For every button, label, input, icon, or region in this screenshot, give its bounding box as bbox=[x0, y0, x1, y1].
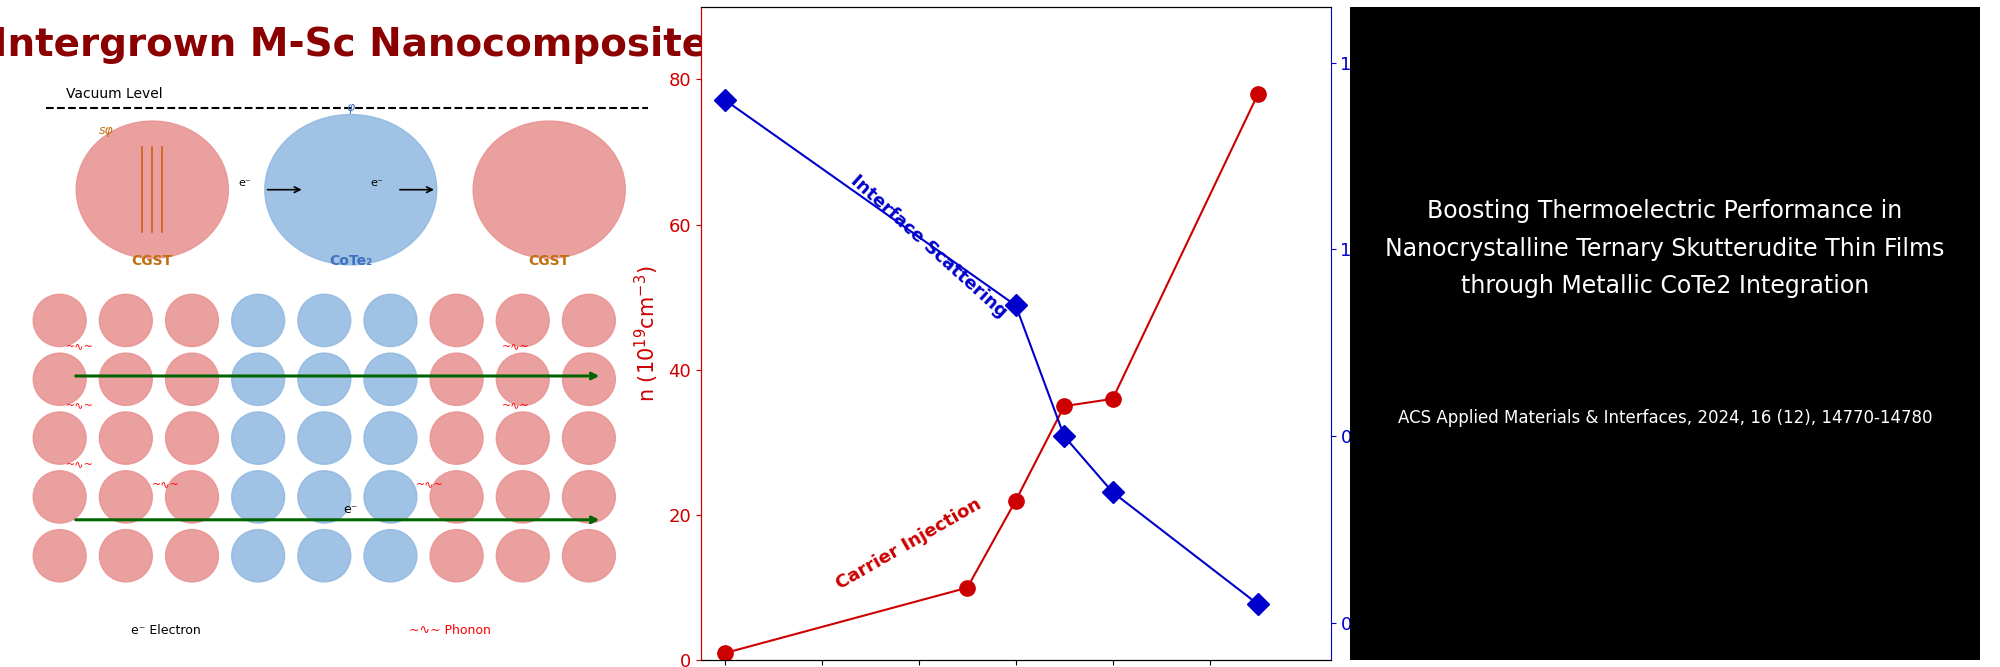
Circle shape bbox=[562, 353, 616, 406]
Circle shape bbox=[430, 294, 484, 347]
Circle shape bbox=[232, 530, 284, 582]
Circle shape bbox=[166, 412, 218, 464]
Circle shape bbox=[232, 471, 284, 523]
Circle shape bbox=[100, 530, 152, 582]
Circle shape bbox=[166, 353, 218, 406]
Text: Intergrown M-Sc Nanocomposite: Intergrown M-Sc Nanocomposite bbox=[0, 26, 708, 64]
Circle shape bbox=[430, 530, 484, 582]
Text: sφ: sφ bbox=[98, 124, 114, 137]
Circle shape bbox=[364, 530, 416, 582]
Circle shape bbox=[496, 412, 550, 464]
Circle shape bbox=[364, 412, 416, 464]
Circle shape bbox=[34, 471, 86, 523]
Circle shape bbox=[298, 294, 350, 347]
Circle shape bbox=[364, 294, 416, 347]
Text: ~∿~: ~∿~ bbox=[502, 400, 530, 410]
Text: Vacuum Level: Vacuum Level bbox=[66, 87, 162, 101]
Circle shape bbox=[100, 412, 152, 464]
Circle shape bbox=[166, 471, 218, 523]
Y-axis label: n (10$^{19}$cm$^{-3}$): n (10$^{19}$cm$^{-3}$) bbox=[634, 265, 662, 402]
Text: φ: φ bbox=[346, 101, 354, 114]
Circle shape bbox=[232, 294, 284, 347]
Circle shape bbox=[298, 471, 350, 523]
Circle shape bbox=[562, 471, 616, 523]
Text: CGST: CGST bbox=[132, 254, 172, 268]
Circle shape bbox=[166, 530, 218, 582]
Text: ~∿~: ~∿~ bbox=[152, 479, 180, 489]
Circle shape bbox=[430, 412, 484, 464]
Circle shape bbox=[562, 294, 616, 347]
Text: CoTe₂: CoTe₂ bbox=[330, 254, 372, 268]
Text: Interface Scattering: Interface Scattering bbox=[846, 171, 1010, 321]
Text: e⁻: e⁻ bbox=[370, 179, 384, 188]
Circle shape bbox=[430, 471, 484, 523]
Circle shape bbox=[562, 412, 616, 464]
Circle shape bbox=[496, 353, 550, 406]
Circle shape bbox=[364, 471, 416, 523]
Text: Carrier Injection: Carrier Injection bbox=[834, 495, 984, 593]
Circle shape bbox=[496, 471, 550, 523]
Text: e⁻: e⁻ bbox=[344, 504, 358, 516]
Circle shape bbox=[496, 294, 550, 347]
Y-axis label: κ$_L$(Wm$^{-1}$K$^{-1}$): κ$_L$(Wm$^{-1}$K$^{-1}$) bbox=[1376, 265, 1404, 402]
Text: ~∿~: ~∿~ bbox=[416, 479, 444, 489]
Circle shape bbox=[298, 353, 350, 406]
Circle shape bbox=[34, 412, 86, 464]
Text: ~∿~: ~∿~ bbox=[66, 400, 94, 410]
Circle shape bbox=[562, 530, 616, 582]
Circle shape bbox=[100, 471, 152, 523]
Circle shape bbox=[34, 294, 86, 347]
Circle shape bbox=[100, 353, 152, 406]
Text: e⁻ Electron: e⁻ Electron bbox=[130, 624, 200, 637]
Circle shape bbox=[100, 294, 152, 347]
Circle shape bbox=[34, 530, 86, 582]
Ellipse shape bbox=[264, 115, 436, 265]
Circle shape bbox=[232, 412, 284, 464]
Text: ~∿~: ~∿~ bbox=[66, 460, 94, 469]
Circle shape bbox=[298, 530, 350, 582]
Text: e⁻: e⁻ bbox=[238, 179, 252, 188]
Circle shape bbox=[298, 412, 350, 464]
Circle shape bbox=[232, 353, 284, 406]
Text: ACS Applied Materials & Interfaces, 2024, 16 (12), 14770-14780: ACS Applied Materials & Interfaces, 2024… bbox=[1398, 410, 1932, 428]
Text: ~∿~: ~∿~ bbox=[66, 342, 94, 352]
Ellipse shape bbox=[76, 121, 228, 258]
Text: CGST: CGST bbox=[528, 254, 570, 268]
Circle shape bbox=[430, 353, 484, 406]
Text: ~∿~: ~∿~ bbox=[502, 342, 530, 352]
Text: Boosting Thermoelectric Performance in
Nanocrystalline Ternary Skutterudite Thin: Boosting Thermoelectric Performance in N… bbox=[1386, 199, 1944, 298]
Circle shape bbox=[364, 353, 416, 406]
Circle shape bbox=[496, 530, 550, 582]
Ellipse shape bbox=[474, 121, 626, 258]
Circle shape bbox=[34, 353, 86, 406]
Text: ~∿~ Phonon: ~∿~ Phonon bbox=[410, 624, 490, 637]
Circle shape bbox=[166, 294, 218, 347]
